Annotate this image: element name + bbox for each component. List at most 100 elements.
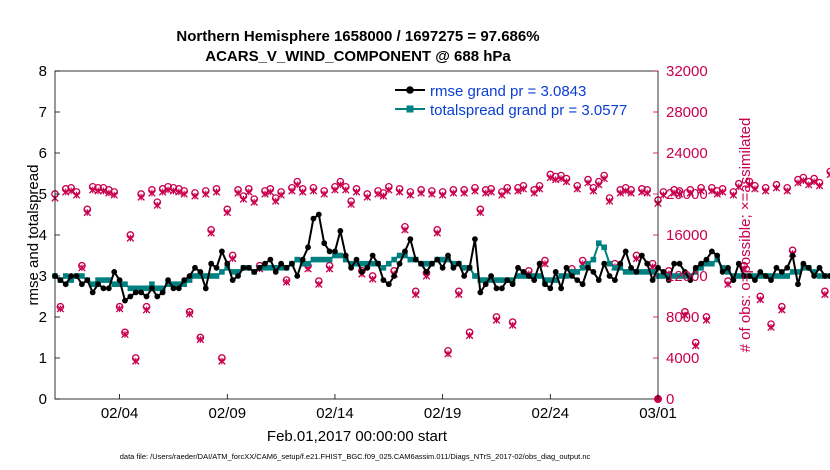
obs-assimilated-point xyxy=(309,187,318,195)
rmse-point xyxy=(342,252,349,259)
totalspread-point xyxy=(590,256,597,263)
obs-assimilated-point xyxy=(201,190,210,198)
rmse-point xyxy=(245,264,252,271)
totalspread-point xyxy=(332,252,338,259)
rmse-point xyxy=(68,273,75,279)
totalspread-point xyxy=(773,273,780,279)
totalspread-point xyxy=(552,277,559,283)
totalspread-point xyxy=(488,277,494,283)
totalspread-point xyxy=(628,269,634,275)
rmse-point xyxy=(283,264,290,271)
totalspread-point xyxy=(100,277,107,283)
rmse-point xyxy=(622,248,629,255)
totalspread-point xyxy=(143,285,150,292)
obs-assimilated-point xyxy=(374,190,382,198)
totalspread-point xyxy=(816,273,823,279)
totalspread-point xyxy=(789,269,796,275)
obs-assimilated-point xyxy=(697,187,705,195)
obs-assimilated-point xyxy=(799,176,808,185)
rmse-point xyxy=(256,264,263,271)
rmse-point xyxy=(746,273,753,279)
rmse-point xyxy=(428,260,435,267)
rmse-point xyxy=(369,252,376,259)
obs-assimilated-point xyxy=(99,187,108,195)
totalspread-point xyxy=(692,269,699,275)
legend: rmse grand pr = 3.0843 totalspread grand… xyxy=(395,83,627,119)
obs-assimilated-point xyxy=(573,185,582,193)
totalspread-point xyxy=(601,244,607,251)
rmse-point xyxy=(391,273,398,279)
totalspread-point xyxy=(294,256,301,263)
totalspread-point xyxy=(779,273,785,279)
totalspread-point xyxy=(450,260,457,267)
totalspread-point xyxy=(757,273,764,279)
chart-title-line-1: Northern Hemisphere 1658000 / 1697275 = … xyxy=(176,28,539,45)
totalspread-point xyxy=(106,277,112,283)
totalspread-point xyxy=(111,281,118,287)
rmse-point xyxy=(315,211,322,218)
rmse-point xyxy=(568,273,575,279)
totalspread-point xyxy=(735,273,742,279)
rmse-point xyxy=(800,260,807,267)
totalspread-point xyxy=(79,273,85,279)
rmse-point xyxy=(305,244,311,251)
right-tick-label: 16000 xyxy=(666,227,708,244)
totalspread-point xyxy=(68,277,74,283)
rmse-point xyxy=(682,269,688,275)
totalspread-point xyxy=(176,281,182,287)
totalspread-point xyxy=(477,277,484,283)
obs-assimilated-point xyxy=(180,190,188,198)
obs-assimilated-point xyxy=(277,191,285,199)
obs-assimilated-point xyxy=(218,357,226,365)
rmse-point xyxy=(79,281,85,288)
obs-assimilated-point xyxy=(444,350,452,358)
obs-assimilated-point xyxy=(810,177,818,186)
rmse-point xyxy=(412,256,419,263)
rmse-point xyxy=(730,277,737,283)
obs-assimilated-point xyxy=(530,189,538,197)
obs-assimilated-point xyxy=(72,191,81,199)
rmse-point xyxy=(660,269,667,275)
totalspread-point xyxy=(671,273,677,279)
totalspread-point xyxy=(407,256,414,263)
obs-assimilated-point xyxy=(438,191,447,199)
rmse-point xyxy=(450,264,457,271)
totalspread-point xyxy=(569,269,575,275)
obs-assimilated-point xyxy=(212,188,221,196)
obs-assimilated-point xyxy=(363,193,372,201)
obs-assimilated-point xyxy=(815,182,824,190)
totalspread-point xyxy=(278,265,284,271)
rmse-point xyxy=(638,252,645,259)
obs-assimilated-point xyxy=(794,178,802,187)
totalspread-point xyxy=(122,281,128,287)
left-tick-label: 1 xyxy=(39,350,47,367)
right-tick-label: 0 xyxy=(666,391,674,408)
rmse-point xyxy=(159,289,166,296)
obs-assimilated-point xyxy=(767,323,775,332)
obs-assimilated-point xyxy=(56,305,65,313)
obs-assimilated-point xyxy=(821,290,829,299)
totalspread-point xyxy=(563,273,570,279)
left-tick-label: 5 xyxy=(39,186,47,203)
rmse-point xyxy=(445,252,451,259)
rmse-point xyxy=(795,281,801,288)
totalspread-point xyxy=(224,265,231,271)
legend-rmse-marker xyxy=(406,86,414,94)
rmse-point xyxy=(472,236,478,243)
totalspread-point xyxy=(138,285,144,292)
obs-assimilated-point xyxy=(288,187,296,195)
rmse-point xyxy=(165,277,171,283)
totalspread-point xyxy=(154,285,161,292)
rmse-point xyxy=(111,269,118,275)
totalspread-point xyxy=(181,281,188,287)
rmse-point xyxy=(665,277,672,283)
rmse-point xyxy=(321,240,328,247)
rmse-point xyxy=(714,252,721,259)
rmse-point xyxy=(240,264,247,271)
rmse-point xyxy=(143,293,150,300)
totalspread-point xyxy=(795,269,801,275)
obs-assimilated-point xyxy=(600,174,608,183)
rmse-point xyxy=(358,269,365,275)
rmse-point xyxy=(105,285,112,292)
totalspread-point xyxy=(768,273,774,279)
